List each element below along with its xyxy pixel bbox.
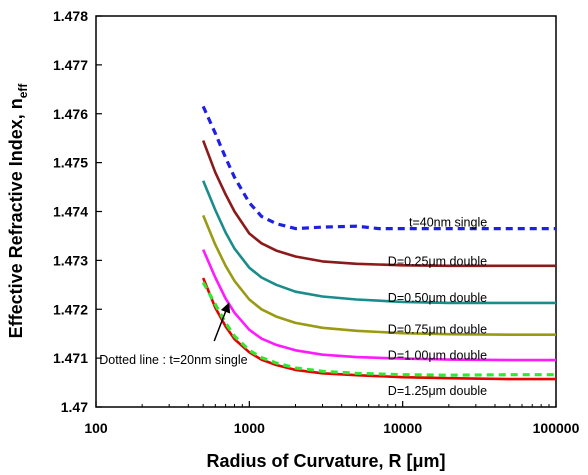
plot-frame — [95, 15, 557, 408]
series-line-2 — [201, 180, 556, 305]
annotation-label: Dotted line : t=20nm single — [99, 353, 247, 367]
y-axis-title-main: Effective Refractive Index, n — [6, 98, 26, 338]
x-axis-title: Radius of Curvature, R [μm] — [206, 451, 445, 471]
series-label-1: D=0.25μm double — [388, 254, 487, 268]
y-tick-label: 1.473 — [53, 252, 88, 268]
y-tick-label: 1.475 — [53, 155, 88, 171]
y-tick-label: 1.472 — [53, 301, 88, 317]
y-tick-label: 1.476 — [53, 106, 88, 122]
series-line-5 — [201, 277, 556, 381]
annotation-arrow — [213, 302, 231, 342]
x-tick-label: 100000 — [533, 420, 580, 436]
series-label-2: D=0.50μm double — [388, 291, 487, 305]
series-label-0: t=40nm single — [409, 215, 487, 229]
series-line-4 — [202, 249, 556, 362]
y-tick-label: 1.47 — [61, 399, 88, 415]
series-line-3 — [201, 214, 556, 336]
axis-ticks — [95, 15, 557, 408]
series-label-3: D=0.75μm double — [388, 322, 487, 336]
y-tick-label: 1.474 — [53, 204, 88, 220]
series-line-0 — [201, 105, 556, 231]
y-axis-title-subscript: eff — [16, 83, 30, 99]
series-label-4: D=1.00μm double — [388, 349, 487, 363]
series-label-5: D=1.25μm double — [388, 384, 487, 398]
series-labels: D=0.25μm double D=0.50μm double D=0.75μm d… — [388, 215, 487, 398]
y-tick-label: 1.477 — [53, 57, 88, 73]
y-tick-label: 1.478 — [53, 8, 88, 24]
series-line-6 — [201, 281, 556, 377]
x-tick-label: 10000 — [383, 420, 422, 436]
series-lines — [201, 105, 556, 381]
tick-labels: 100 1000 10000 100000 1.47 1.471 1.472 1.473 1.4… — [53, 8, 580, 436]
x-tick-label: 100 — [84, 420, 108, 436]
x-tick-label: 1000 — [234, 420, 265, 436]
y-axis-title: Effective Refractive Index, neff — [6, 83, 30, 339]
series-line-1 — [201, 140, 556, 268]
annotation: Dotted line : t=20nm single — [99, 302, 248, 367]
y-tick-label: 1.471 — [53, 350, 88, 366]
